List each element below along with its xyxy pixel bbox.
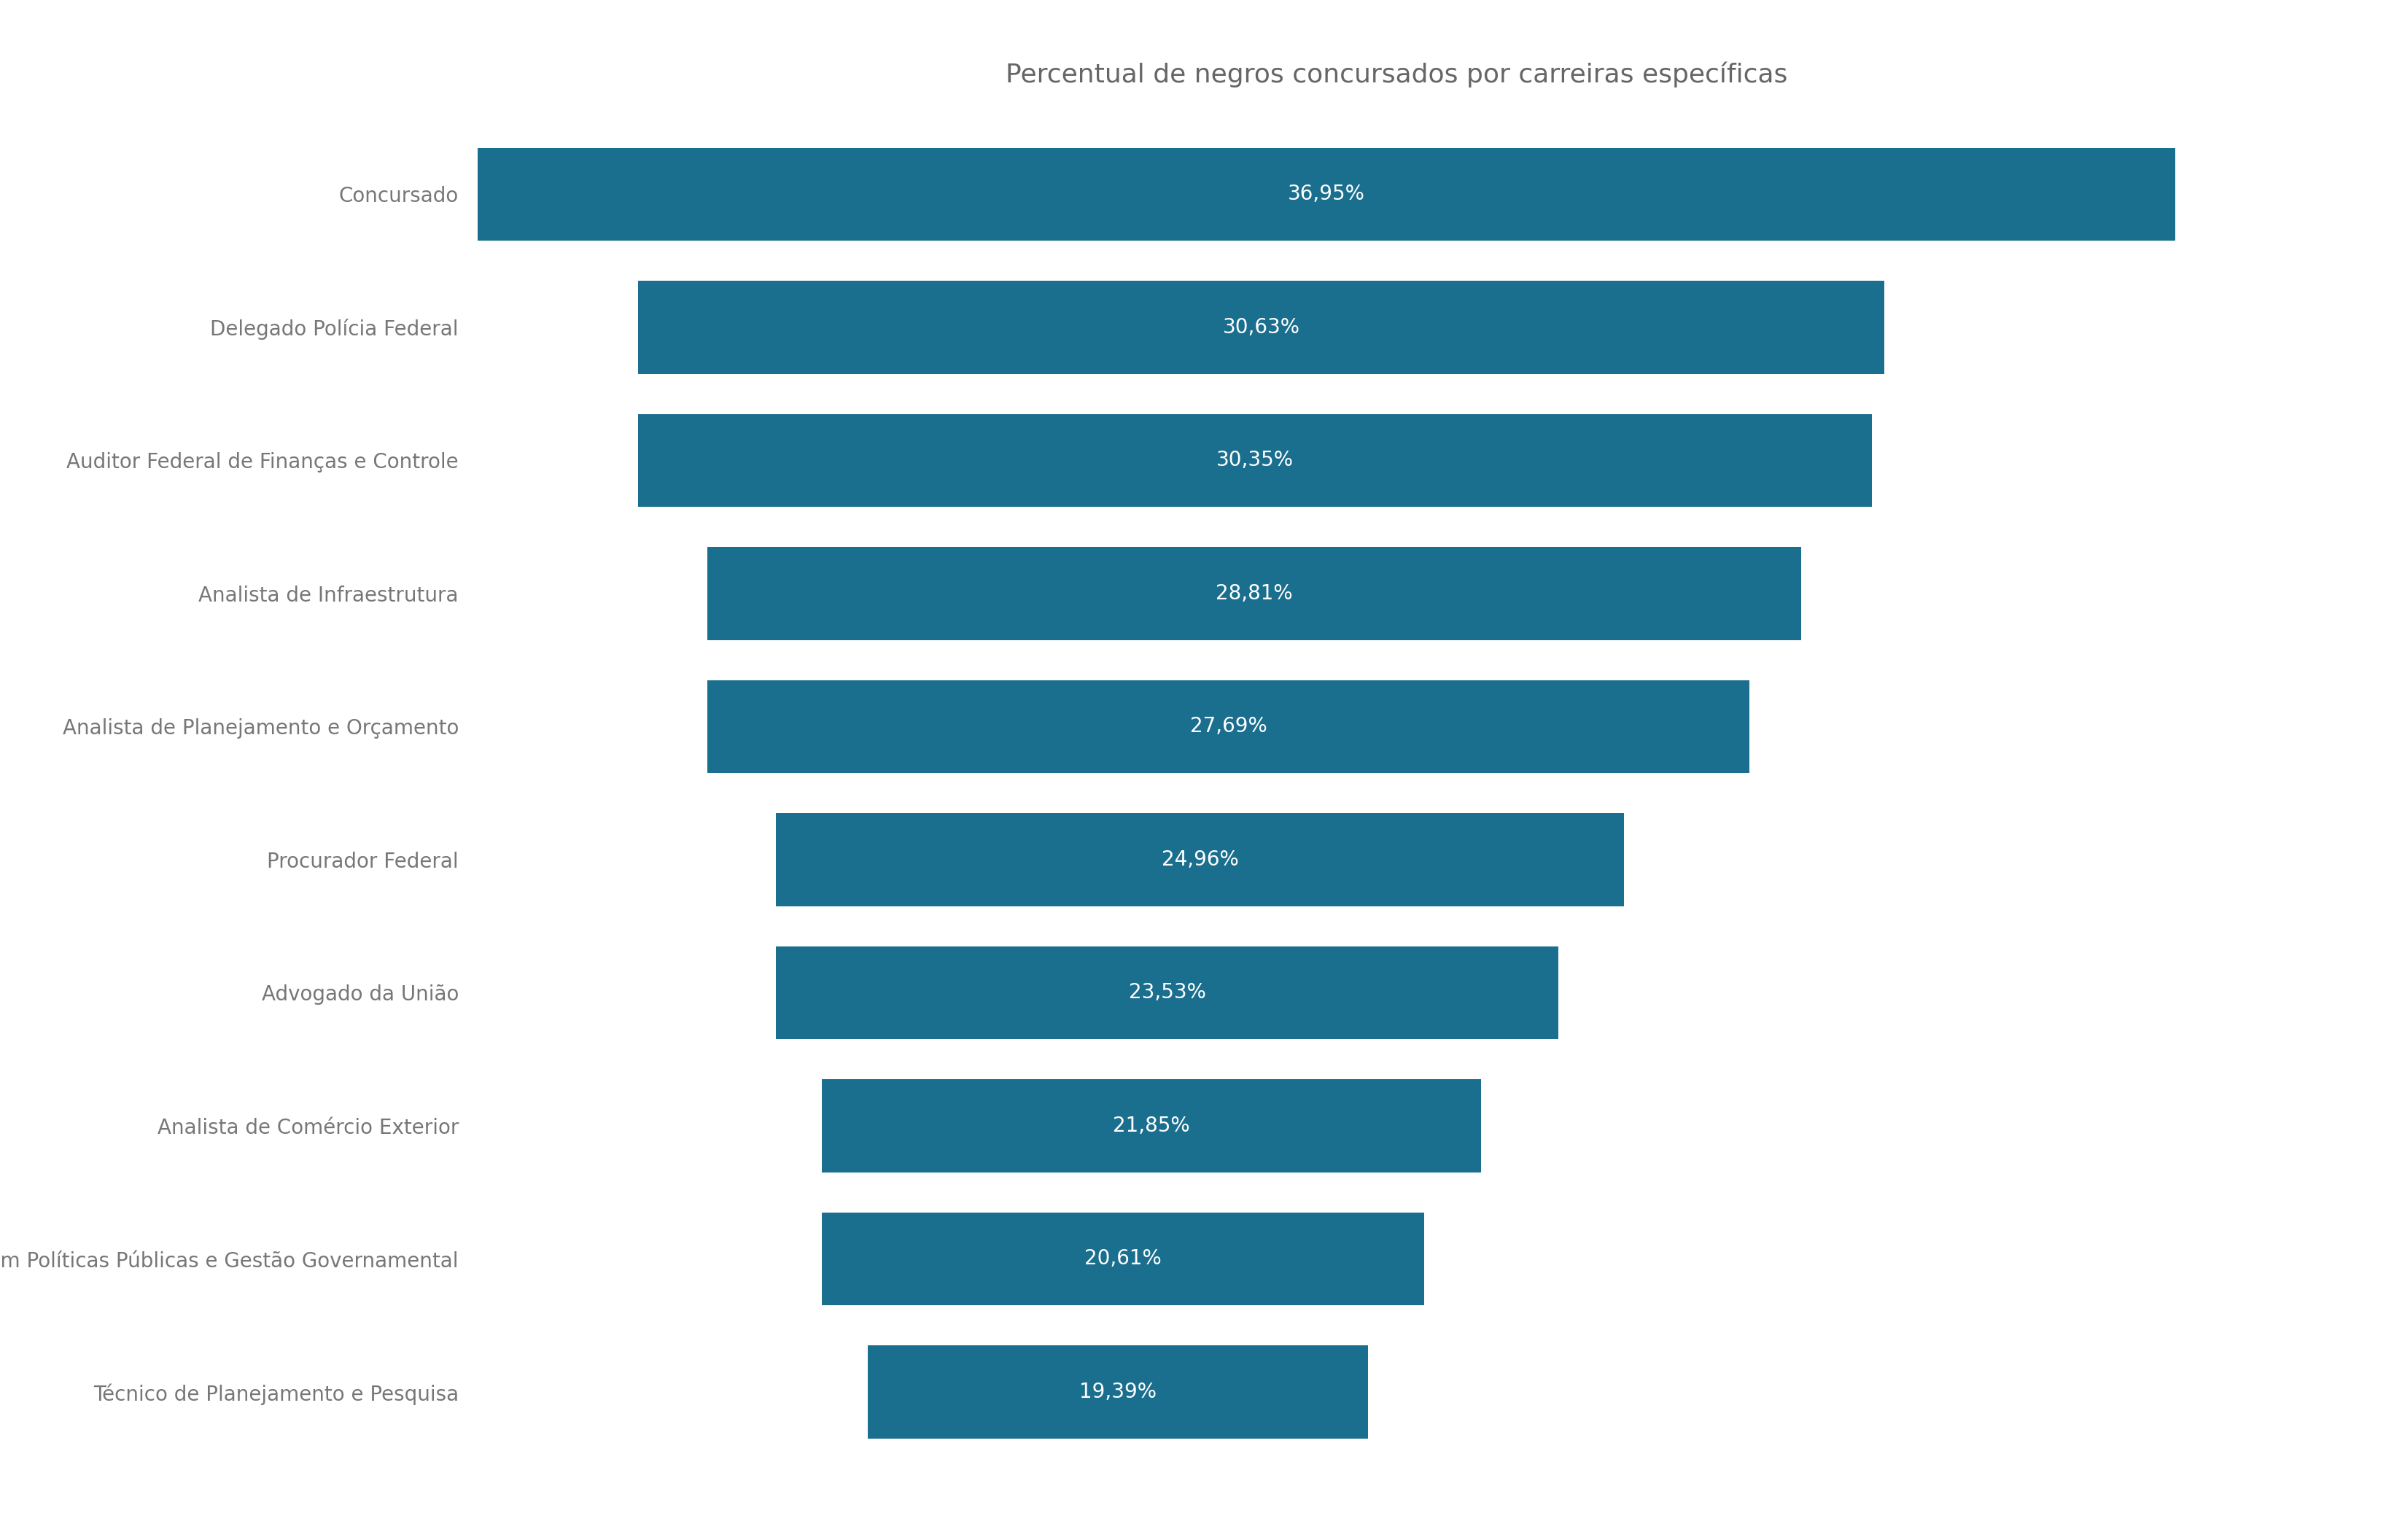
Text: 21,85%: 21,85%	[1112, 1115, 1191, 1137]
Text: 19,39%: 19,39%	[1078, 1381, 1157, 1401]
Text: 27,69%: 27,69%	[1188, 716, 1267, 736]
Text: 20,61%: 20,61%	[1083, 1249, 1162, 1269]
Bar	[637, 280, 1885, 374]
Bar	[637, 414, 1871, 507]
Bar	[775, 946, 1558, 1040]
Bar	[821, 1212, 1424, 1306]
Bar	[775, 813, 1622, 906]
Text: 24,96%: 24,96%	[1162, 850, 1238, 870]
Bar	[706, 547, 1801, 641]
Text: 28,81%: 28,81%	[1214, 584, 1293, 604]
Bar	[869, 1346, 1367, 1438]
Text: 23,53%: 23,53%	[1129, 983, 1205, 1003]
Title: Percentual de negros concursados por carreiras específicas: Percentual de negros concursados por car…	[1005, 62, 1787, 88]
Text: 30,35%: 30,35%	[1217, 450, 1293, 471]
Bar	[477, 148, 2174, 240]
Text: 30,63%: 30,63%	[1222, 317, 1300, 337]
Bar	[821, 1080, 1482, 1172]
Text: 36,95%: 36,95%	[1286, 185, 1365, 205]
Bar	[706, 681, 1749, 773]
